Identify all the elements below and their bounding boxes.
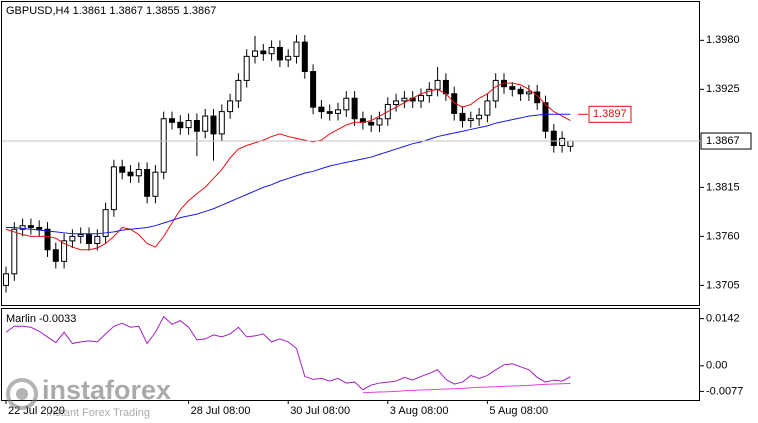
candle-body bbox=[467, 118, 474, 122]
candle-body bbox=[127, 171, 134, 177]
candle-body bbox=[459, 112, 466, 122]
y-tick-label: 1.3705 bbox=[706, 279, 740, 291]
candle-body bbox=[335, 109, 341, 114]
candle-body bbox=[393, 100, 400, 105]
x-tick-label: 30 Jul 08:00 bbox=[290, 405, 350, 417]
candle-body bbox=[44, 228, 51, 251]
candle-body bbox=[351, 97, 358, 120]
candle-body bbox=[77, 234, 84, 237]
candle-body bbox=[152, 171, 159, 197]
candle-body bbox=[426, 88, 433, 97]
candle-body bbox=[525, 91, 532, 95]
candle-body bbox=[235, 79, 242, 102]
candle-body bbox=[509, 86, 516, 90]
candle-body bbox=[534, 91, 541, 104]
indicator-label: Marlin -0.0033 bbox=[6, 313, 76, 325]
x-tick-label: 28 Jul 08:00 bbox=[191, 405, 251, 417]
candle-body bbox=[550, 130, 557, 146]
candle-body bbox=[160, 118, 167, 173]
candle-body bbox=[418, 95, 424, 102]
candle-body bbox=[52, 249, 59, 262]
chart-title: GBPUSD,H4 1.3861 1.3867 1.3855 1.3867 bbox=[6, 5, 216, 17]
candle-body bbox=[343, 97, 350, 111]
candle-body bbox=[326, 111, 333, 114]
candle-body bbox=[202, 115, 209, 132]
candle-body bbox=[11, 228, 18, 275]
x-tick-label: 5 Aug 08:00 bbox=[489, 405, 548, 417]
candle-body bbox=[368, 121, 375, 126]
candle-body bbox=[476, 114, 483, 120]
candle-body bbox=[19, 225, 26, 230]
candle-body bbox=[260, 50, 267, 55]
candle-body bbox=[3, 273, 9, 286]
current-price-box bbox=[700, 132, 752, 150]
candle-body bbox=[567, 140, 574, 147]
candle-body bbox=[318, 106, 325, 113]
main-panel-frame bbox=[1, 1, 700, 306]
indicator-line bbox=[362, 382, 571, 394]
candle-body bbox=[434, 79, 441, 90]
candle-body bbox=[102, 209, 109, 237]
candle-body bbox=[268, 46, 275, 55]
candle-body bbox=[542, 102, 549, 132]
candle-body bbox=[210, 115, 217, 135]
y-tick-label: 1.3815 bbox=[706, 181, 740, 193]
watermark: instaforex Instant Forex Trading bbox=[6, 375, 171, 419]
indicator-panel-frame bbox=[1, 308, 700, 401]
y-tick-label: 0.0142 bbox=[706, 313, 740, 325]
x-tick-label: 3 Aug 08:00 bbox=[390, 405, 449, 417]
candle-body bbox=[144, 169, 151, 197]
watermark-logo bbox=[6, 378, 38, 410]
current-price-label: 1.3867 bbox=[706, 135, 740, 147]
moving-average bbox=[5, 82, 571, 251]
candle-body bbox=[110, 166, 117, 211]
candle-body bbox=[293, 41, 300, 57]
candle-body bbox=[285, 55, 292, 61]
candle-body bbox=[517, 88, 524, 95]
candle-body bbox=[86, 234, 92, 245]
candle-body bbox=[442, 79, 449, 95]
candle-body bbox=[27, 225, 34, 228]
y-tick-label: 1.3760 bbox=[706, 230, 740, 242]
ma-label-box bbox=[588, 105, 632, 123]
candle-body bbox=[276, 46, 283, 61]
candle-body bbox=[401, 97, 408, 102]
y-tick-label: 1.3980 bbox=[706, 34, 740, 46]
candle-body bbox=[252, 50, 258, 57]
candle-body bbox=[492, 79, 499, 102]
watermark-logo bbox=[16, 388, 28, 400]
candle-body bbox=[376, 118, 383, 126]
candle-body bbox=[484, 100, 491, 116]
candle-body bbox=[243, 55, 250, 81]
candle-body bbox=[227, 100, 234, 113]
candle-body bbox=[185, 120, 192, 129]
candle-body bbox=[36, 226, 43, 230]
y-tick-label: -0.0077 bbox=[706, 385, 743, 397]
indicator-line bbox=[5, 315, 571, 391]
moving-average bbox=[6, 113, 571, 235]
y-tick-label: 0.00 bbox=[706, 360, 727, 372]
candle-body bbox=[193, 120, 200, 132]
candle-body bbox=[94, 235, 101, 245]
candle-body bbox=[61, 240, 68, 262]
watermark-tagline: Instant Forex Trading bbox=[46, 407, 150, 419]
candle-body bbox=[69, 235, 76, 242]
candle-body bbox=[301, 41, 308, 73]
candle-body bbox=[177, 121, 184, 129]
candle-body bbox=[169, 118, 175, 123]
candle-body bbox=[218, 111, 225, 135]
candle-body bbox=[119, 166, 126, 173]
watermark-brand: instaforex bbox=[42, 375, 171, 405]
candle-body bbox=[310, 71, 317, 108]
y-tick-label: 1.3925 bbox=[706, 83, 740, 95]
candle-body bbox=[559, 137, 566, 146]
ma-label: 1.3897 bbox=[593, 108, 627, 120]
candle-body bbox=[135, 169, 142, 177]
